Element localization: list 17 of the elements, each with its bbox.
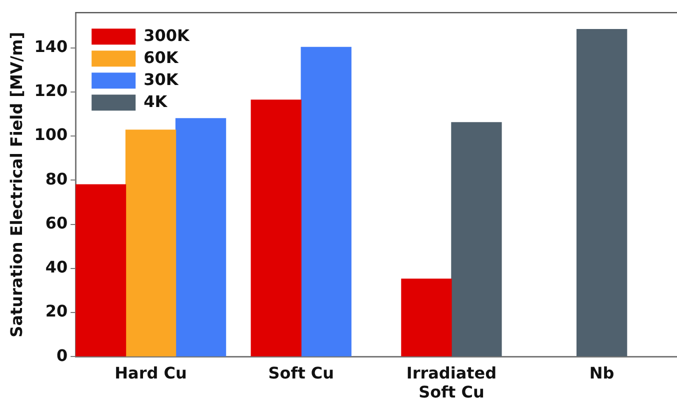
y-tick-label: 60 (45, 213, 68, 232)
y-tick-label: 140 (34, 37, 68, 56)
y-axis-title: Saturation Electrical Field [MV/m] (6, 32, 26, 338)
legend-label: 30K (144, 70, 179, 89)
y-tick-label: 100 (34, 125, 68, 144)
y-tick-label: 40 (45, 258, 68, 277)
x-tick-label: Irradiated Soft Cu (406, 363, 497, 402)
x-tick-label: Nb (589, 363, 614, 382)
legend-label: 300K (144, 26, 190, 45)
y-tick-label: 0 (56, 346, 68, 365)
y-tick-label: 80 (45, 169, 68, 188)
x-tick-label: Hard Cu (114, 363, 187, 382)
y-tick-label: 120 (34, 81, 68, 100)
y-tick-label: 20 (45, 302, 68, 321)
legend-label: 4K (144, 92, 168, 111)
legend-label: 60K (144, 48, 179, 67)
x-tick-label: Soft Cu (268, 363, 334, 382)
